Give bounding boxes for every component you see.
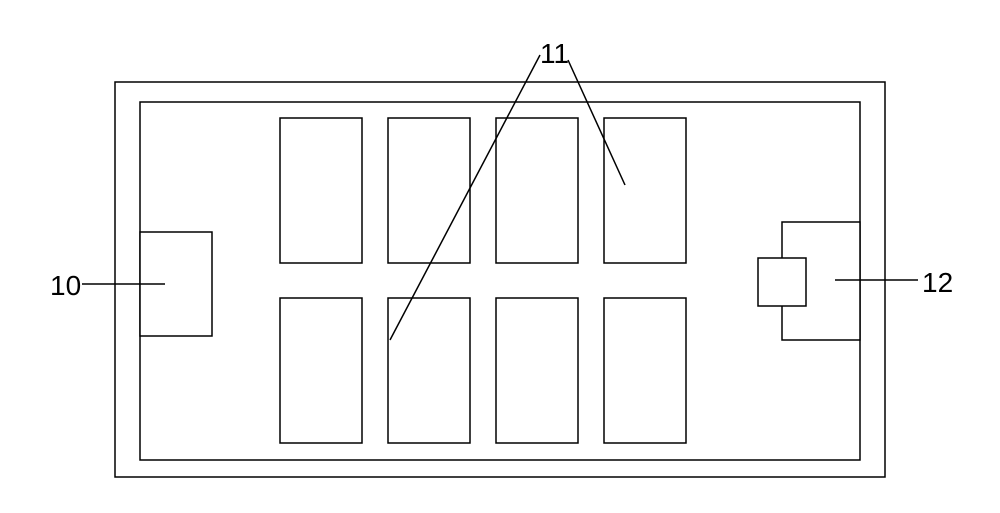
grid-block-r1-c0 [280,298,362,443]
label-12: 12 [922,267,953,299]
grid-block-r0-c2 [496,118,578,263]
grid-block-r1-c3 [604,298,686,443]
grid-block-r0-c1 [388,118,470,263]
inner-frame [140,102,860,460]
grid-block-r0-c0 [280,118,362,263]
grid-block-r1-c2 [496,298,578,443]
leader-line-11_top [568,60,625,185]
grid-block-r0-c3 [604,118,686,263]
label-11: 11 [540,38,569,70]
diagram-root: 10 11 12 [0,0,1000,513]
diagram-svg [0,0,1000,513]
right-block-inner [758,258,806,306]
label-10: 10 [50,270,81,302]
